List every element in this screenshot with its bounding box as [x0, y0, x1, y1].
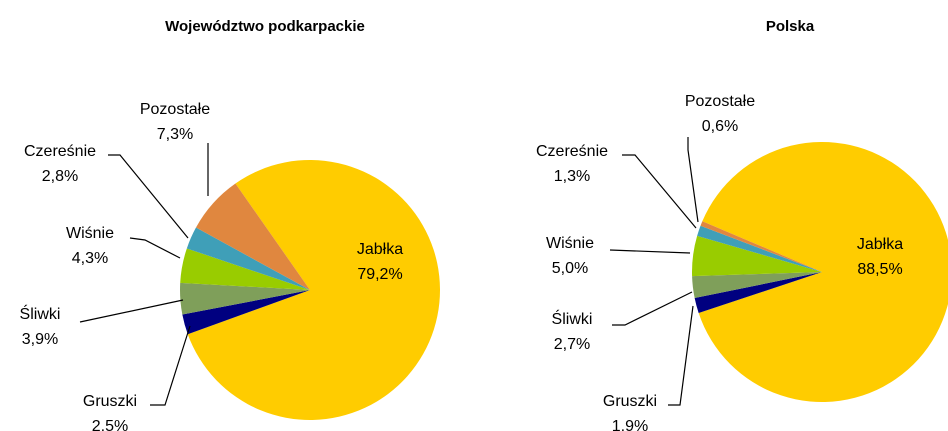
slice-value-label: 2,5% [92, 418, 128, 431]
slice-value-label: 4,3% [72, 250, 108, 267]
chart-title: Polska [766, 18, 815, 35]
pie-slice [180, 248, 310, 290]
slice-value-label: 3,9% [22, 331, 58, 348]
pie-slice [186, 227, 310, 290]
leader-line [687, 137, 699, 223]
slice-value-label: 0,6% [702, 118, 738, 135]
slice-label: Pozostałe [685, 93, 755, 110]
slice-label: Pozostałe [140, 101, 210, 118]
slice-label: Czereśnie [24, 143, 96, 160]
pie-slice [698, 142, 948, 402]
slice-label: Czereśnie [536, 143, 608, 160]
slice-value-label: 1,3% [554, 168, 590, 185]
slice-label: Wiśnie [546, 235, 594, 252]
pie-slice [195, 183, 310, 290]
leader-line [668, 305, 694, 406]
leader-line [129, 237, 181, 259]
slice-value-label: 88,5% [857, 261, 902, 278]
slice-label: Śliwki [552, 309, 593, 328]
slice-value-label: 2,8% [42, 168, 78, 185]
slice-label: Jabłka [857, 236, 903, 253]
pie-slice [180, 282, 310, 315]
leader-line [150, 325, 191, 406]
slice-value-label: 5,0% [552, 260, 588, 277]
leader-line [612, 291, 693, 326]
pie-slice [692, 235, 822, 277]
slice-label: Śliwki [20, 304, 61, 323]
slice-value-label: 7,3% [157, 126, 193, 143]
pie-slice [187, 160, 440, 421]
leader-line [622, 154, 697, 229]
slice-value-label: 1,9% [612, 418, 648, 431]
pie-slice [692, 272, 822, 299]
chart-title: Województwo podkarpackie [165, 18, 365, 35]
pie-slice [697, 225, 822, 272]
leader-line [108, 154, 189, 239]
slice-label: Gruszki [83, 393, 137, 410]
slice-label: Jabłka [357, 241, 403, 258]
pie-slice [700, 221, 822, 272]
leader-line [79, 299, 184, 323]
leader-line [609, 249, 691, 254]
pie-slice [694, 272, 822, 314]
slice-value-label: 79,2% [357, 266, 402, 283]
pie-slice [182, 290, 310, 335]
slice-label: Wiśnie [66, 225, 114, 242]
slice-label: Gruszki [603, 393, 657, 410]
slice-value-label: 2,7% [554, 336, 590, 353]
